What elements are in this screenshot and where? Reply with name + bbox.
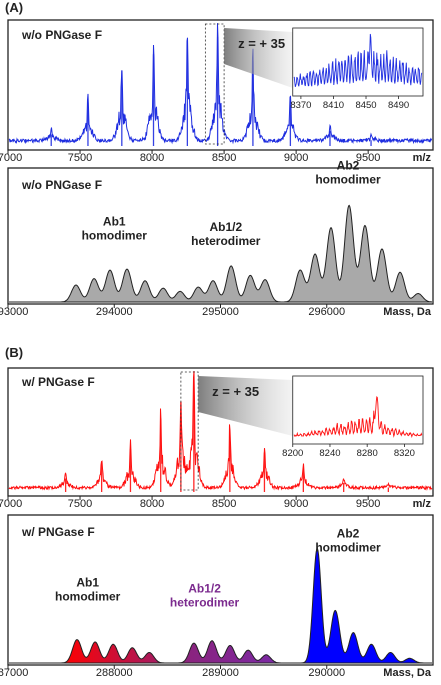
x-tick-label: 289000 — [202, 667, 239, 679]
plot-frame — [7, 514, 434, 666]
panel-a-top-spectrum: w/o PNGase F 7000 7500 8000 8500 9000 9500 m/z z… — [0, 19, 434, 164]
x-tick-label: 287000 — [0, 667, 28, 679]
highlight-box — [204, 23, 225, 145]
species-label: heterodimer — [170, 595, 240, 609]
inset-tick-label: 8320 — [394, 448, 415, 459]
x-tick-label: 8500 — [212, 152, 236, 164]
panel-label-b: (B) — [5, 345, 23, 360]
x-tick-label: 9500 — [356, 152, 380, 164]
x-axis-unit: Mass, Da — [383, 306, 432, 318]
x-tick-label: 288000 — [96, 667, 133, 679]
species-label: heterodimer — [191, 234, 261, 248]
species-label: Ab1 — [103, 215, 126, 229]
x-tick-label: 8000 — [140, 498, 164, 510]
species-label: Ab1 — [76, 576, 99, 590]
plot-title: w/o PNGase F — [21, 178, 102, 192]
inset-tick-label: 8280 — [357, 448, 378, 459]
charge-state-label: z = + 35 — [212, 384, 259, 399]
zoom-callout — [198, 376, 293, 436]
x-axis-unit: Mass, Da — [383, 667, 432, 679]
x-tick-label: 7000 — [0, 498, 22, 510]
deconvoluted-area — [9, 547, 432, 664]
species-label: homodimer — [315, 540, 381, 554]
x-tick-label: 293000 — [0, 306, 28, 318]
inset-tick-label: 8490 — [388, 100, 409, 111]
x-tick-label: 7000 — [0, 152, 22, 164]
inset-tick-label: 8370 — [290, 100, 311, 111]
inset-tick-label: 8240 — [319, 448, 340, 459]
inset-tick-label: 8410 — [323, 100, 344, 111]
plot-title: w/o PNGase F — [21, 28, 102, 42]
x-tick-label: 295000 — [202, 306, 239, 318]
spectrum-trace — [8, 370, 433, 491]
species-label: homodimer — [55, 590, 121, 604]
plot-title: w/ PNGase F — [21, 375, 95, 389]
x-tick-label: 9000 — [284, 498, 308, 510]
x-tick-label: 294000 — [96, 306, 133, 318]
x-tick-label: 7500 — [68, 498, 92, 510]
species-label: Ab1/2 — [188, 581, 221, 595]
x-tick-label: 8000 — [140, 152, 164, 164]
x-tick-label: 9500 — [356, 498, 380, 510]
panel-a-bottom-deconvoluted: w/o PNGase F 293000 294000 295000 296000 Mass… — [0, 158, 434, 318]
inset-trace — [293, 33, 423, 87]
species-label: Ab1/2 — [209, 220, 242, 234]
zoom-callout — [224, 28, 293, 88]
panel-b-bottom-deconvoluted: w/ PNGase F 287000 288000 289000 290000 Mass,… — [0, 514, 434, 679]
x-tick-label: 296000 — [308, 306, 345, 318]
charge-state-label: z = + 35 — [238, 36, 285, 51]
panel-b-top-spectrum: w/ PNGase F 7000 7500 8000 8500 9000 9500 m/z z … — [0, 367, 434, 510]
highlight-box — [180, 371, 199, 491]
x-tick-label: 290000 — [308, 667, 345, 679]
species-label: Ab2 — [337, 158, 360, 172]
x-axis-unit: m/z — [413, 152, 432, 164]
species-label: homodimer — [82, 229, 148, 243]
inset-tick-label: 8200 — [282, 448, 303, 459]
panel-label-a: (A) — [5, 0, 23, 15]
inset-tick-label: 8450 — [355, 100, 376, 111]
plot-title: w/ PNGase F — [21, 525, 95, 539]
deconvoluted-area — [9, 204, 433, 303]
x-tick-label: 8500 — [212, 498, 236, 510]
species-label: Ab2 — [337, 526, 360, 540]
x-tick-label: 9000 — [284, 152, 308, 164]
spectrum-trace — [8, 23, 433, 145]
x-tick-label: 7500 — [68, 152, 92, 164]
species-label: homodimer — [315, 172, 381, 186]
inset-trace — [293, 396, 423, 438]
x-axis-unit: m/z — [413, 498, 432, 510]
